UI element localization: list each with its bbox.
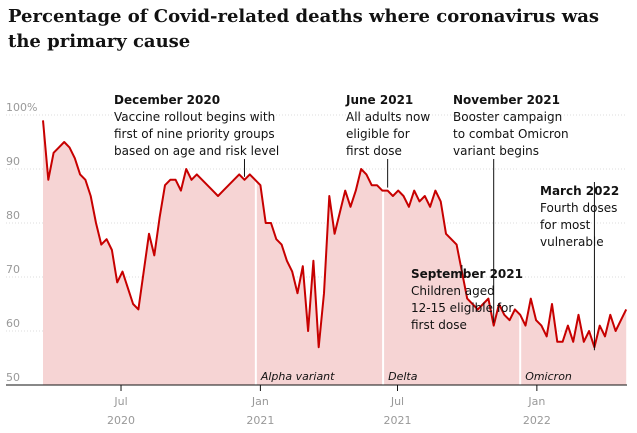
x-tick-month: Jul [390,395,404,408]
y-tick-label: 50 [6,371,20,384]
y-tick-label: 80 [6,209,20,222]
annotation-text: vulnerable [540,235,604,249]
annotation-heading: November 2021 [453,93,560,107]
variant-marker-label: Alpha variant [260,370,335,383]
annotations: December 2020 Vaccine rollout begins with… [114,93,619,332]
annotation-heading: December 2020 [114,93,220,107]
area-layer [43,120,627,386]
annotation-text: first dose [346,144,402,158]
variant-markers: Alpha variant Delta Omicron [254,120,572,385]
chart-title: Percentage of Covid-related deaths where… [8,6,600,52]
annotation-text: Vaccine rollout begins with [114,110,275,124]
annotation-text: eligible for [346,127,410,141]
annotation-heading: September 2021 [411,267,523,281]
area-fill [43,120,627,386]
annotation-text: to combat Omicron [453,127,569,141]
x-tick-year: 2022 [523,414,551,427]
annotation-text: based on age and risk level [114,144,279,158]
x-tick-month: Jul [113,395,127,408]
annotation-text: first of nine priority groups [114,127,275,141]
x-axis: Jul 2020 Jan 2021 Jul 2021 Jan 2022 [6,384,627,427]
line-layer [42,120,628,349]
annotation-leaders [243,159,595,351]
y-tick-label: 60 [6,317,20,330]
y-tick-label: 70 [6,263,20,276]
annotation-text: Fourth doses [540,201,617,215]
annotation-text: for most [540,218,591,232]
x-tick-month: Jan [251,395,269,408]
x-tick-year: 2021 [246,414,274,427]
annotation-text: Booster campaign [453,110,562,124]
annotation-text: first dose [411,318,467,332]
y-tick-label: 90 [6,155,20,168]
variant-marker-label: Omicron [525,370,572,383]
variant-marker-label: Delta [388,370,418,383]
data-line [42,120,628,349]
annotation-text: 12-15 eligible for [411,301,513,315]
x-tick-year: 2021 [383,414,411,427]
annotation-text: All adults now [346,110,430,124]
annotation-heading: June 2021 [345,93,413,107]
annotation-heading: March 2022 [540,184,619,198]
annotation-text: Children aged [411,284,495,298]
y-axis-ticks: 100% 90 80 70 60 50 [6,101,37,384]
annotation-text: variant begins [453,144,539,158]
x-tick-year: 2020 [107,414,135,427]
x-tick-month: Jan [527,395,545,408]
y-tick-label: 100% [6,101,37,114]
